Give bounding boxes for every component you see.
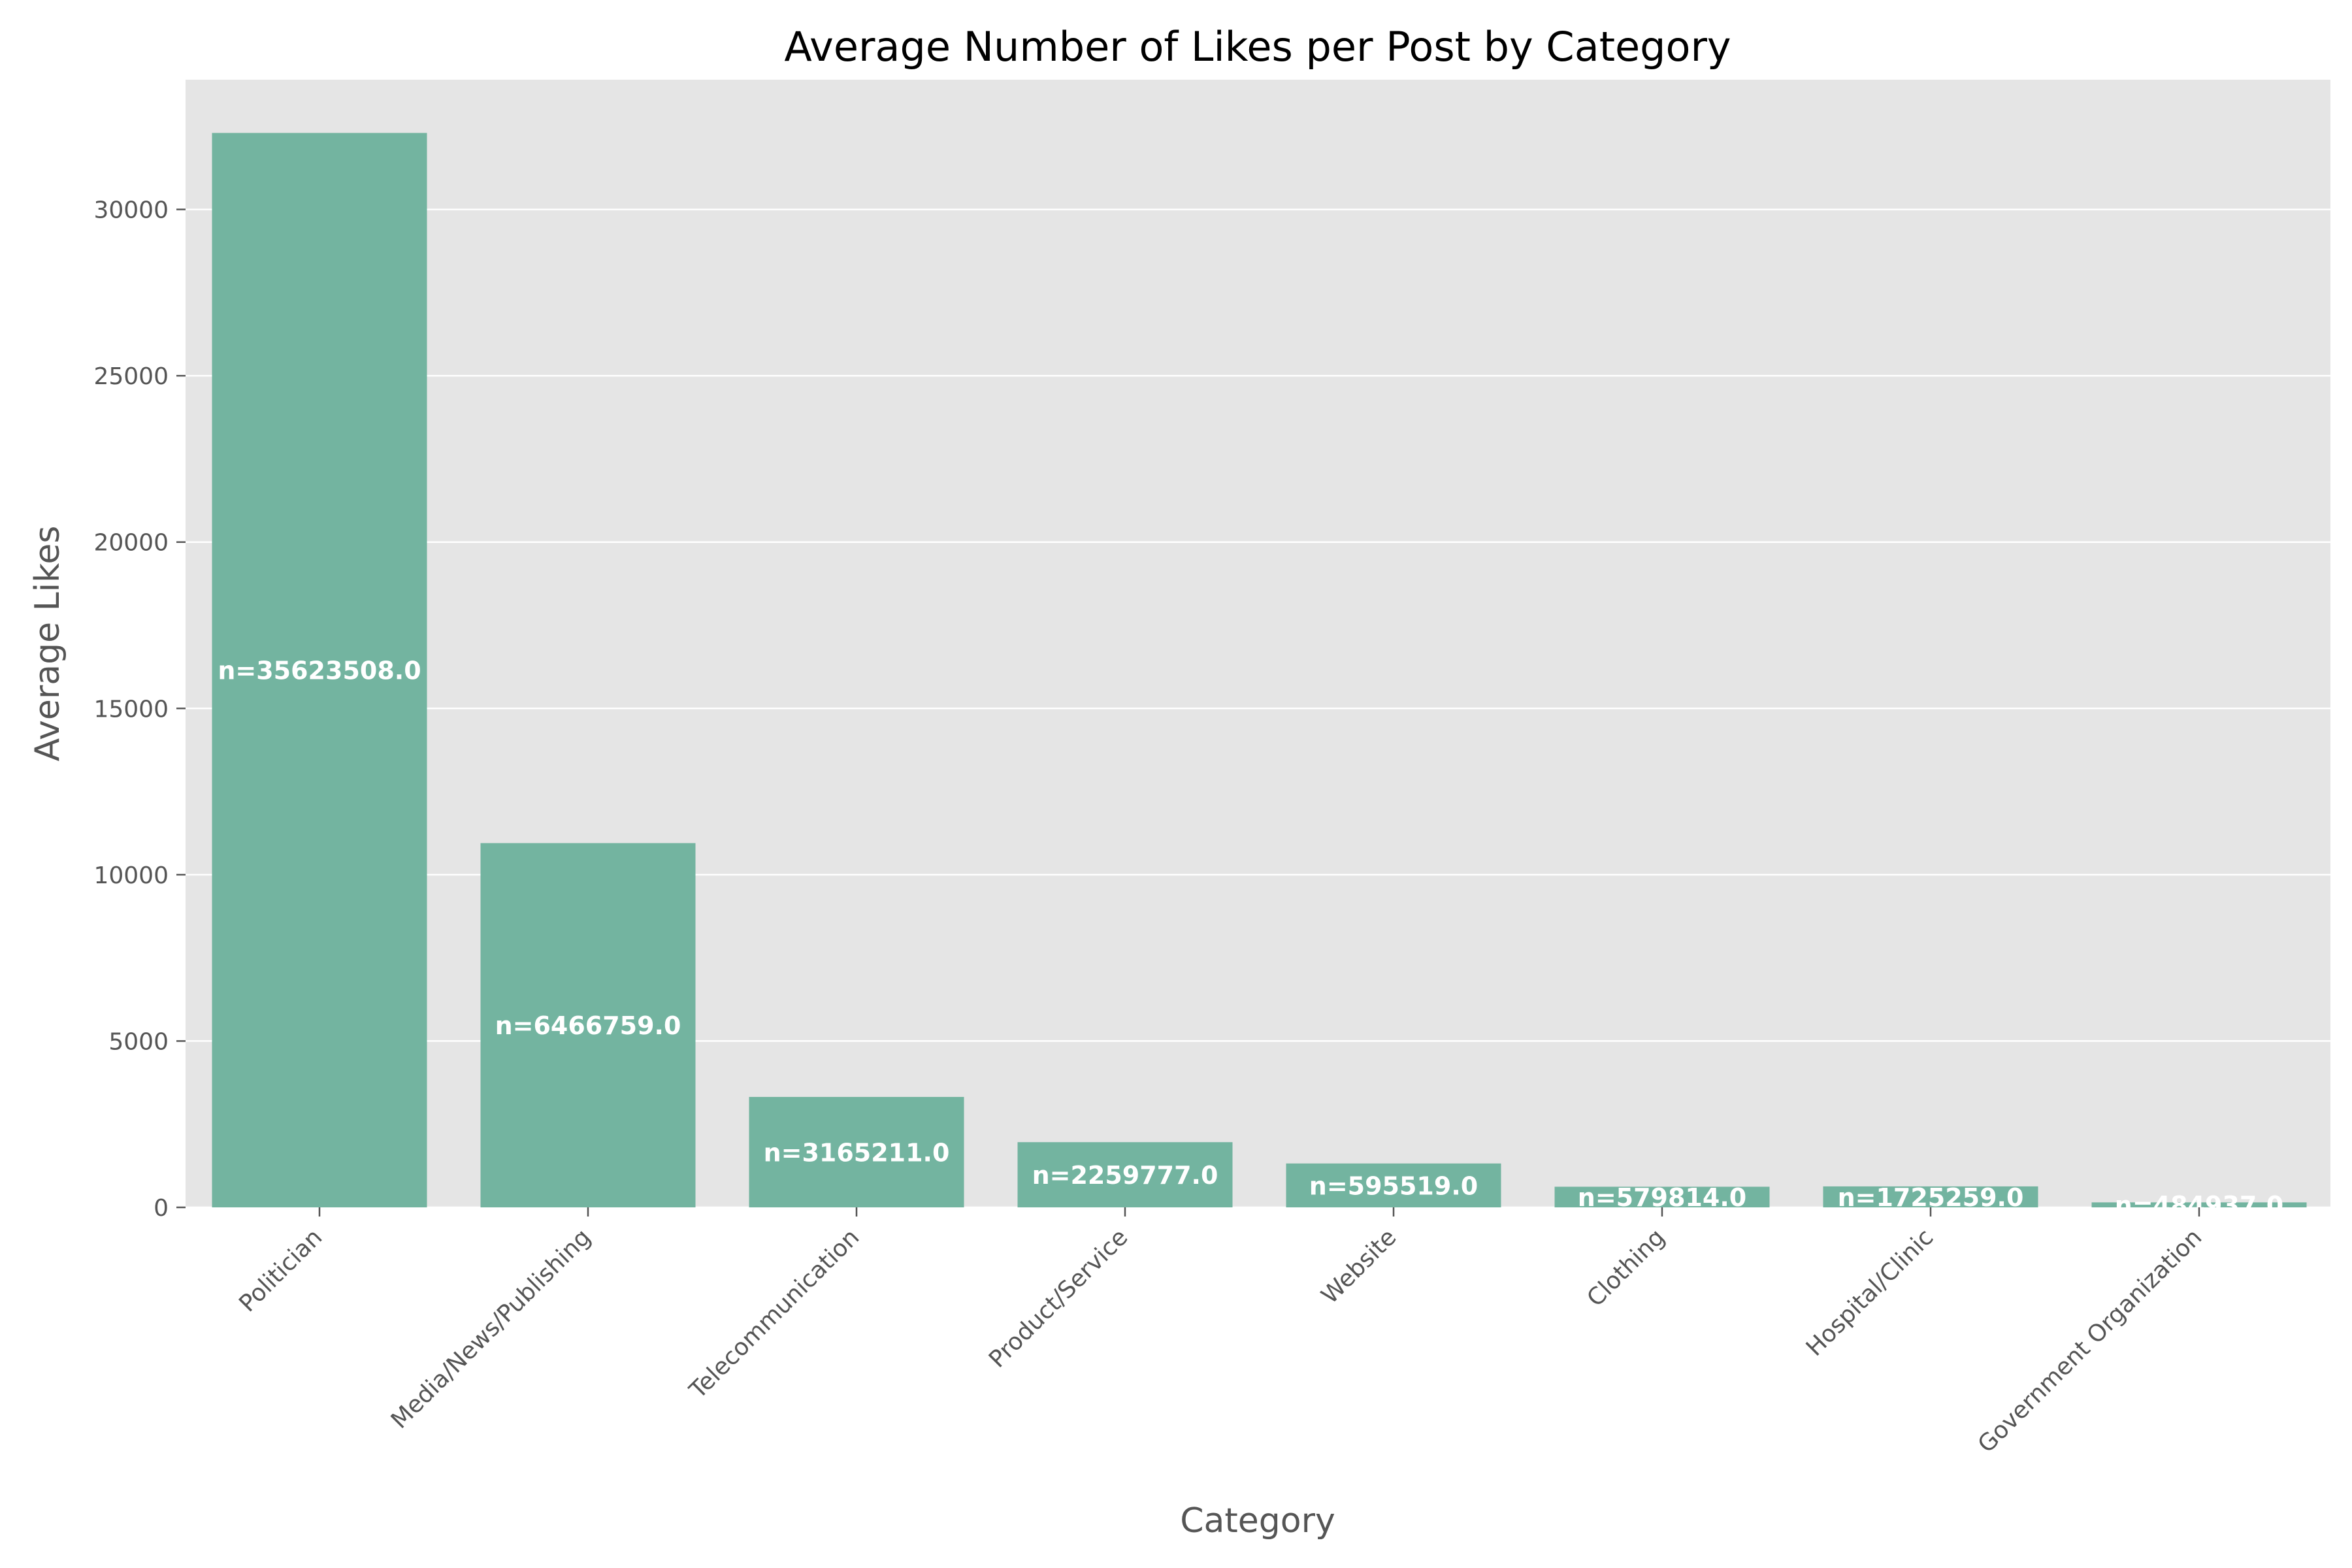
bars [212, 133, 2307, 1207]
bar [1017, 1142, 1233, 1207]
bar-value-label: n=579814.0 [1578, 1183, 1746, 1212]
x-tick-label: Product/Service [984, 1224, 1133, 1373]
x-tick-label: Telecommunication [684, 1224, 864, 1404]
bar [1554, 1186, 1770, 1207]
y-tick-label: 10000 [93, 862, 169, 889]
bar [749, 1096, 964, 1207]
x-tick-label: Hospital/Clinic [1801, 1224, 1939, 1362]
x-tick-label: Politician [234, 1224, 327, 1317]
bar-value-label: n=6466759.0 [495, 1011, 681, 1040]
bar-labels: n=35623508.0 n=6466759.0 n=3165211.0 n=2259… [218, 657, 2283, 1220]
bar [1286, 1163, 1501, 1207]
chart-title: Average Number of Likes per Post by Cate… [784, 23, 1731, 71]
y-tick-label: 0 [154, 1195, 169, 1222]
x-axis-ticks: Politician Media/News/Publishing Telecommu… [234, 1207, 2207, 1458]
bar-value-label: n=2259777.0 [1032, 1161, 1218, 1190]
y-tick-label: 5000 [108, 1028, 169, 1055]
y-axis-label: Average Likes [28, 526, 67, 762]
bar [480, 843, 696, 1207]
x-tick-label: Website [1316, 1224, 1401, 1309]
bar-value-label: n=1725259.0 [1838, 1183, 2024, 1212]
y-tick-label: 20000 [93, 530, 169, 557]
x-tick-label: Government Organization [1973, 1224, 2208, 1458]
bar-value-label: n=35623508.0 [218, 657, 421, 685]
bar [212, 133, 427, 1207]
bar [1823, 1186, 2038, 1207]
y-tick-label: 15000 [93, 696, 169, 723]
bar-value-label: n=3165211.0 [764, 1138, 950, 1167]
y-tick-label: 30000 [93, 197, 169, 224]
bar-value-label: n=595519.0 [1309, 1171, 1478, 1200]
x-tick-label: Media/News/Publishing [386, 1224, 596, 1433]
bar [2091, 1202, 2307, 1207]
x-tick-label: Clothing [1582, 1224, 1670, 1312]
y-axis-ticks: 0 5000 10000 15000 20000 25000 30000 [93, 197, 186, 1222]
x-axis-label: Category [1180, 1501, 1335, 1541]
y-tick-label: 25000 [93, 363, 169, 390]
